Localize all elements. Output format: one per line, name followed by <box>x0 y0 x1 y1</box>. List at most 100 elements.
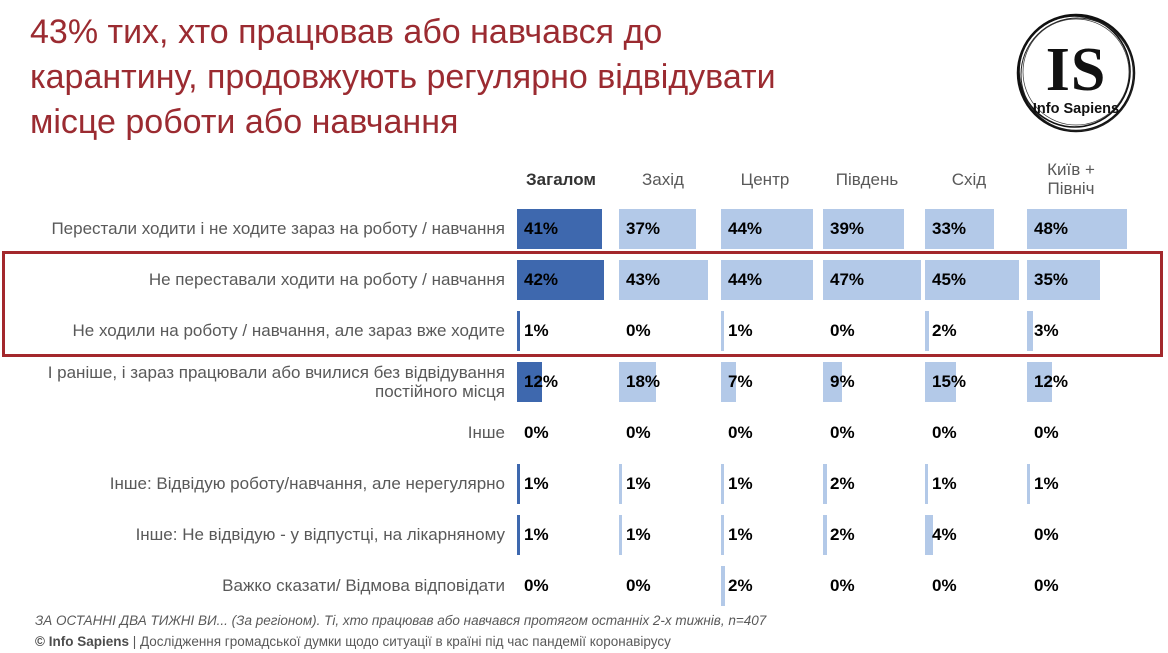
bar-cell: 12% <box>517 356 619 407</box>
bar-value-label: 1% <box>626 473 651 493</box>
bar-cell: 1% <box>619 509 721 560</box>
bar-cell: 44% <box>721 254 823 305</box>
bar-cell: 0% <box>925 407 1027 458</box>
bar-cell: 1% <box>721 458 823 509</box>
bar-cell: 15% <box>925 356 1027 407</box>
bar-cell: 18% <box>619 356 721 407</box>
bar-cell: 2% <box>925 305 1027 356</box>
region-bar <box>721 361 736 402</box>
title-line-1: 43% тих, хто працював або навчався до <box>30 13 663 51</box>
region-bar <box>925 514 934 555</box>
row-label: Інше: Не відвідую - у відпустці, на ліка… <box>135 525 505 544</box>
row-label: Важко сказати/ Відмова відповідати <box>222 576 505 595</box>
bar-value-label: 12% <box>1034 371 1069 391</box>
bar-value-label: 4% <box>932 524 957 544</box>
bar-value-label: 3% <box>1034 320 1059 340</box>
bar-value-label: 1% <box>932 473 957 493</box>
bar-cell: 0% <box>517 560 619 611</box>
bar-value-label: 9% <box>830 371 855 391</box>
bar-value-label: 0% <box>524 575 549 595</box>
overall-bar <box>517 310 520 351</box>
overall-bar <box>517 208 603 249</box>
page-title: 43% тих, хто працював або навчався до ка… <box>30 10 990 145</box>
column-header: Південь <box>835 169 899 189</box>
svg-text:IS: IS <box>1046 36 1107 104</box>
bar-cell: 1% <box>721 305 823 356</box>
bar-value-label: 0% <box>626 575 651 595</box>
bar-value-label: 1% <box>626 524 651 544</box>
bar-value-label: 33% <box>932 218 967 238</box>
bar-cell: 41% <box>517 203 619 254</box>
region-bar <box>721 259 813 300</box>
bar-cell: 1% <box>517 305 619 356</box>
region-bar <box>1027 310 1034 351</box>
bar-value-label: 47% <box>830 269 865 289</box>
bar-value-label: 41% <box>524 218 559 238</box>
bar-value-label: 0% <box>626 422 651 442</box>
bar-cell: 3% <box>1027 305 1129 356</box>
copyright-note: © Info Sapiens | Дослідження громадської… <box>35 631 1135 652</box>
bar-value-label: 0% <box>932 575 957 595</box>
bar-value-label: 2% <box>830 524 855 544</box>
overall-bar <box>517 259 605 300</box>
bar-cell: 42% <box>517 254 619 305</box>
bar-value-label: 0% <box>830 575 855 595</box>
region-bar <box>721 565 726 606</box>
bar-cell: 1% <box>619 458 721 509</box>
region-bar <box>1027 259 1100 300</box>
bar-value-label: 1% <box>728 320 753 340</box>
svg-text:Info Sapiens: Info Sapiens <box>1033 101 1119 117</box>
table-corner <box>0 155 517 203</box>
source-note: ЗА ОСТАННІ ДВА ТИЖНІ ВИ... (За регіоном)… <box>35 613 767 628</box>
region-bar <box>1027 208 1127 249</box>
bar-cell: 0% <box>619 305 721 356</box>
column-header: Київ + Північ <box>1047 160 1095 198</box>
bar-cell: 39% <box>823 203 925 254</box>
bar-chart: Загалом Захід Центр Південь Схід Київ + Півні… <box>0 155 1168 611</box>
row-label: Не ходили на роботу / навчання, але зара… <box>72 321 505 340</box>
bar-value-label: 2% <box>830 473 855 493</box>
region-bar <box>823 514 828 555</box>
bar-cell: 33% <box>925 203 1027 254</box>
bar-value-label: 1% <box>728 524 753 544</box>
bar-value-label: 2% <box>728 575 753 595</box>
bar-cell: 43% <box>619 254 721 305</box>
bar-cell: 0% <box>721 407 823 458</box>
bar-value-label: 0% <box>728 422 753 442</box>
bar-value-label: 1% <box>524 524 549 544</box>
bar-value-label: 0% <box>1034 575 1059 595</box>
row-label: Інше: Відвідую роботу/навчання, але нере… <box>109 474 505 493</box>
region-bar <box>619 208 696 249</box>
region-bar <box>619 259 709 300</box>
bar-value-label: 2% <box>932 320 957 340</box>
region-bar <box>925 310 930 351</box>
bar-cell: 1% <box>517 458 619 509</box>
bar-value-label: 18% <box>626 371 661 391</box>
bar-cell: 0% <box>1027 509 1129 560</box>
bar-cell: 0% <box>517 407 619 458</box>
bar-value-label: 1% <box>524 473 549 493</box>
bar-value-label: 12% <box>524 371 559 391</box>
title-line-2: карантину, продовжують регулярно відвіду… <box>30 58 776 96</box>
bar-value-label: 0% <box>932 422 957 442</box>
bar-value-label: 42% <box>524 269 559 289</box>
bar-cell: 2% <box>823 509 925 560</box>
bar-value-label: 0% <box>1034 524 1059 544</box>
bar-value-label: 0% <box>830 320 855 340</box>
region-bar <box>925 463 928 504</box>
bar-cell: 0% <box>925 560 1027 611</box>
bar-value-label: 35% <box>1034 269 1069 289</box>
bar-value-label: 39% <box>830 218 865 238</box>
row-label: Не переставали ходити на роботу / навчан… <box>148 270 505 289</box>
bar-value-label: 0% <box>830 422 855 442</box>
bar-cell: 1% <box>1027 458 1129 509</box>
bar-cell: 37% <box>619 203 721 254</box>
region-bar <box>1027 463 1030 504</box>
column-header: Схід <box>951 169 987 189</box>
bar-cell: 0% <box>823 560 925 611</box>
bar-value-label: 0% <box>1034 422 1059 442</box>
region-bar <box>925 208 994 249</box>
bar-cell: 47% <box>823 254 925 305</box>
region-bar <box>721 208 813 249</box>
bar-value-label: 1% <box>524 320 549 340</box>
